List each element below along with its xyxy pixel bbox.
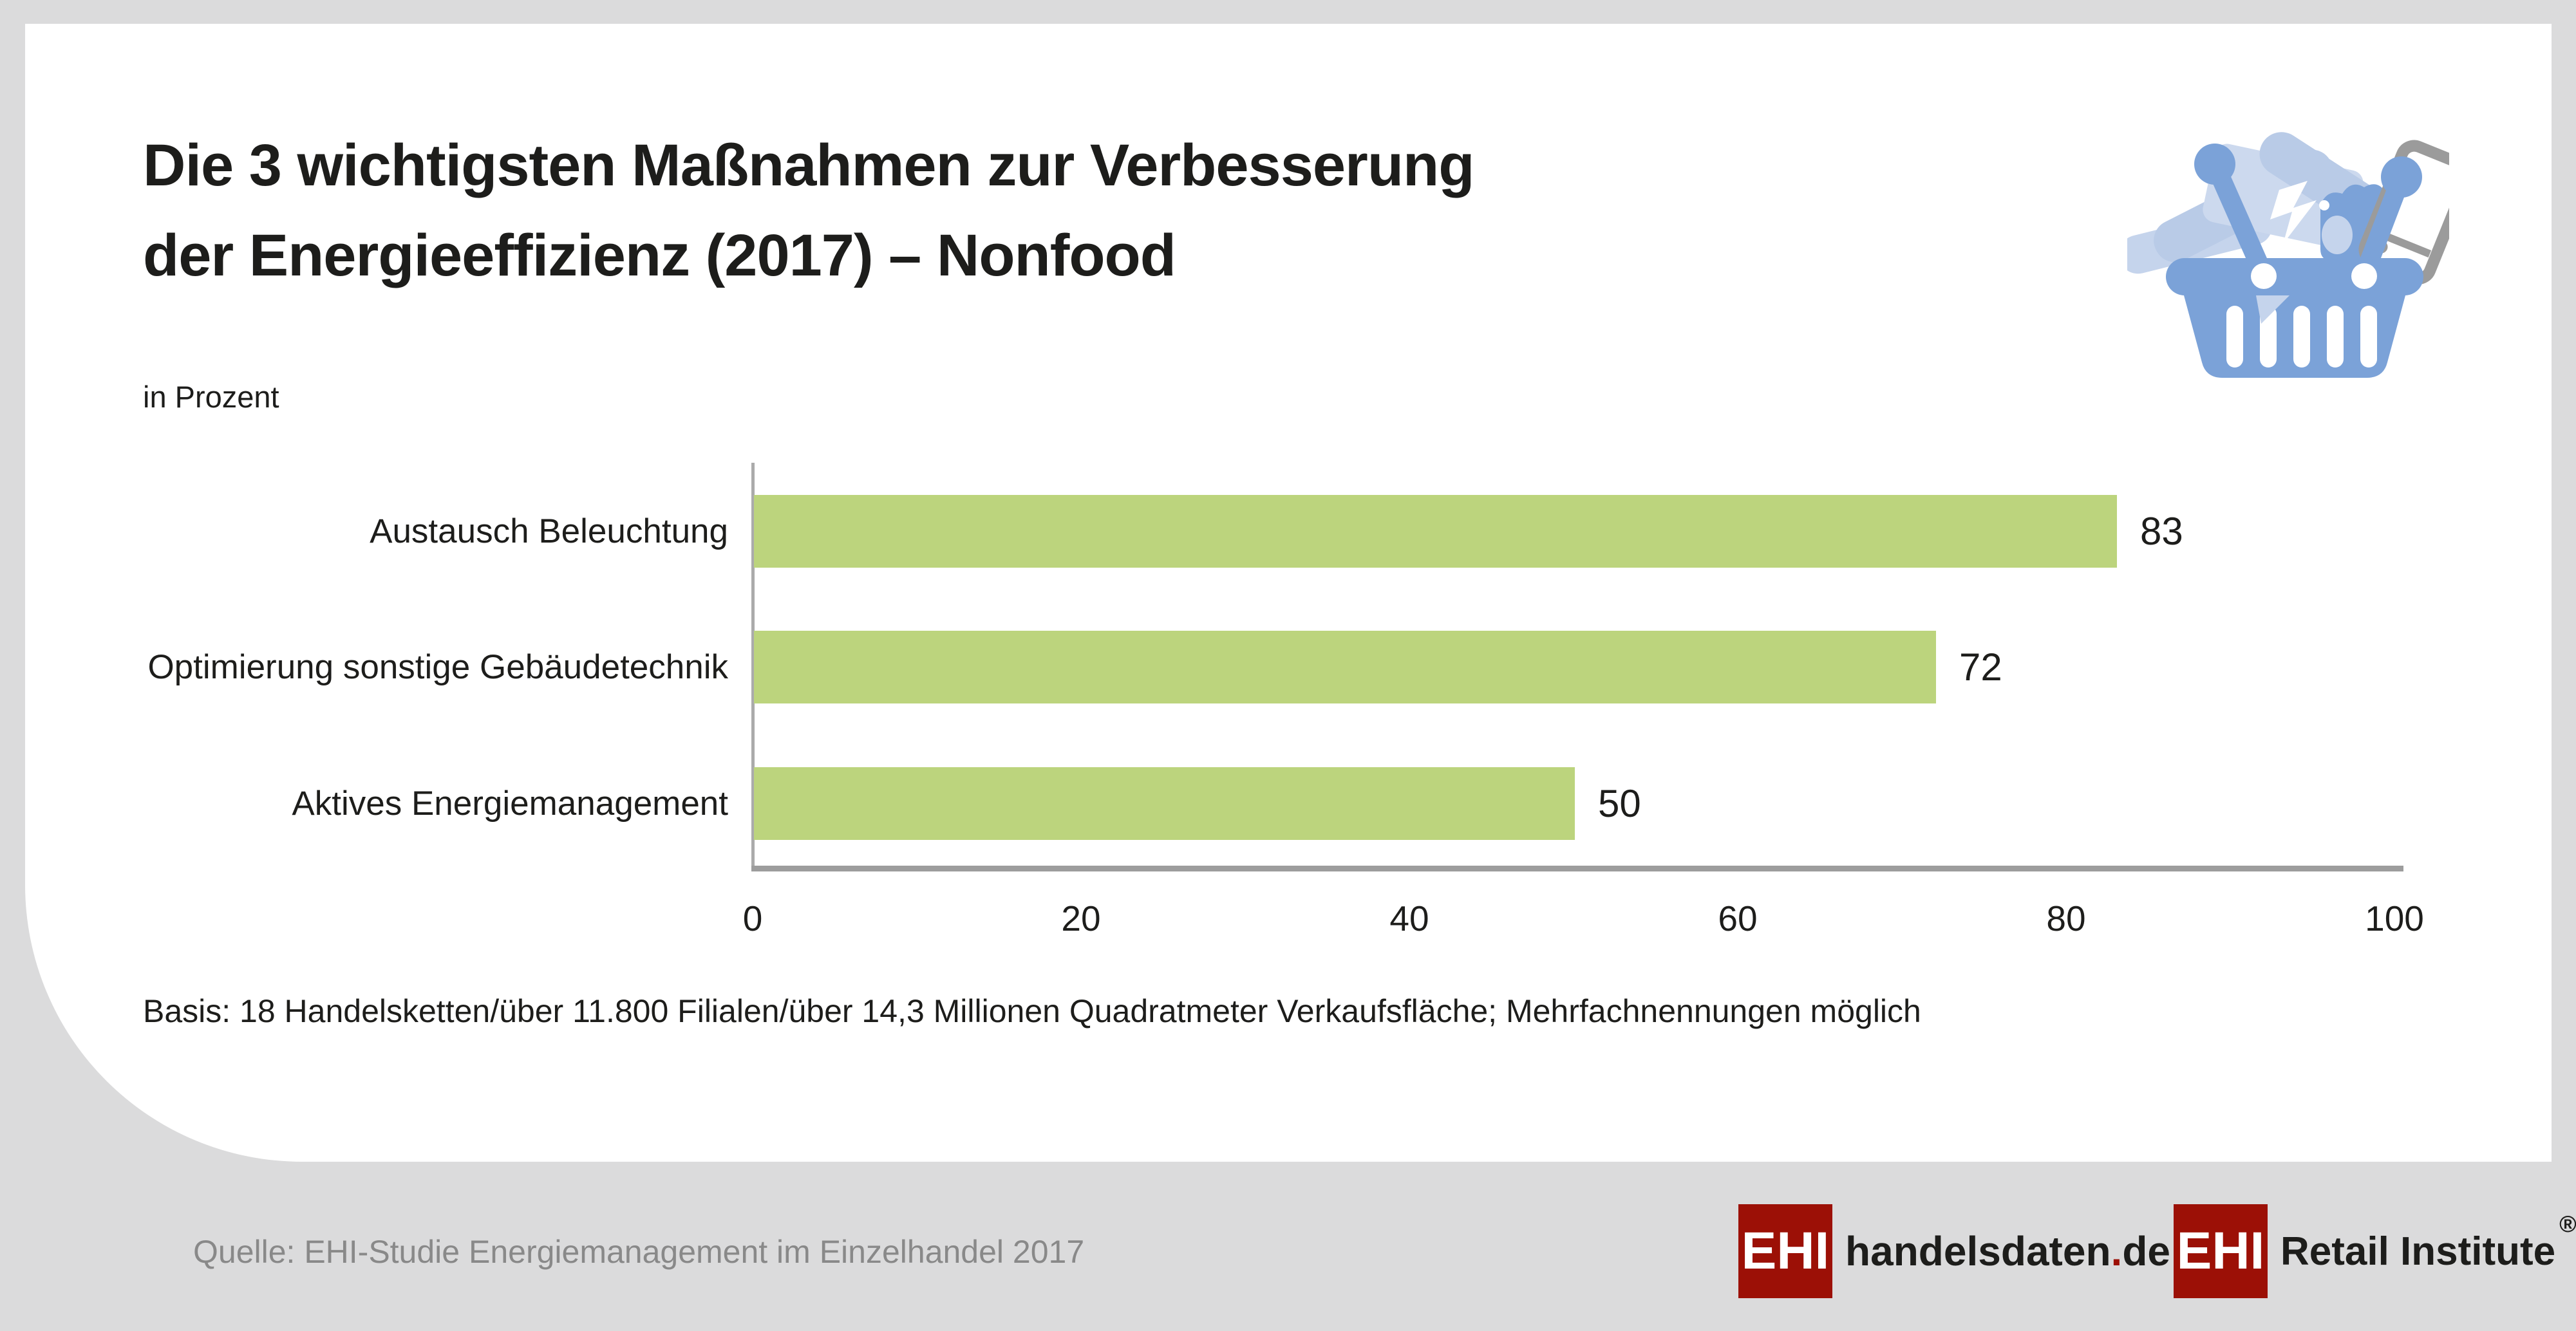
handelsdaten-logo-text: handelsdaten.de [1845, 1227, 2170, 1275]
y-axis-line [751, 463, 755, 871]
handelsdaten-logo: EHI handelsdaten.de [1738, 1204, 2170, 1298]
unit-label: in Prozent [143, 380, 279, 414]
retail-institute-logo-text: Retail Institute [2280, 1229, 2556, 1274]
title-line-2: der Energieeffizienz (2017) – Nonfood [143, 223, 1176, 288]
registered-mark: ® [2559, 1211, 2576, 1237]
bar [754, 495, 2117, 568]
bar [754, 631, 1936, 703]
shopping-basket-icon [2127, 132, 2449, 378]
value-label: 72 [1959, 646, 2002, 689]
page-title: Die 3 wichtigsten Maßnahmen zur Verbesse… [143, 120, 1474, 301]
tld-word: de [2122, 1228, 2170, 1274]
tick-label: 20 [1061, 898, 1101, 938]
handelsdaten-word: handelsdaten [1845, 1228, 2111, 1274]
red-dot: . [2111, 1228, 2123, 1274]
tick-label: 40 [1389, 898, 1429, 938]
category-label: Aktives Energiemanagement [292, 785, 728, 823]
value-label: 50 [1598, 782, 1641, 825]
tick-label: 100 [2365, 898, 2424, 938]
bar-chart: Austausch Beleuchtung 83 Optimierung sonst… [25, 24, 2576, 1331]
footer: Quelle: EHI-Studie Energiemanagement im … [0, 1162, 2576, 1331]
source-note: Quelle: EHI-Studie Energiemanagement im … [193, 1234, 1085, 1270]
tick-label: 60 [1718, 898, 1758, 938]
title-line-1: Die 3 wichtigsten Maßnahmen zur Verbesse… [143, 133, 1474, 198]
x-axis-line [751, 866, 2403, 871]
basket-handle-icon [2194, 144, 2422, 284]
content-panel: Die 3 wichtigsten Maßnahmen zur Verbesse… [25, 24, 2552, 1162]
ehi-logo-box: EHI [2174, 1204, 2268, 1298]
tick-label: 80 [2046, 898, 2086, 938]
value-label: 83 [2140, 510, 2183, 553]
bar [754, 767, 1575, 840]
ehi-logo-box: EHI [1738, 1204, 1832, 1298]
category-label: Optimierung sonstige Gebäudetechnik [147, 648, 728, 686]
tick-label: 0 [742, 898, 763, 938]
retail-institute-logo: EHI Retail Institute ® [2174, 1204, 2576, 1298]
basket-body-icon [2166, 258, 2423, 378]
category-label: Austausch Beleuchtung [370, 512, 728, 550]
basis-note: Basis: 18 Handelsketten/über 11.800 Fili… [143, 993, 1921, 1029]
